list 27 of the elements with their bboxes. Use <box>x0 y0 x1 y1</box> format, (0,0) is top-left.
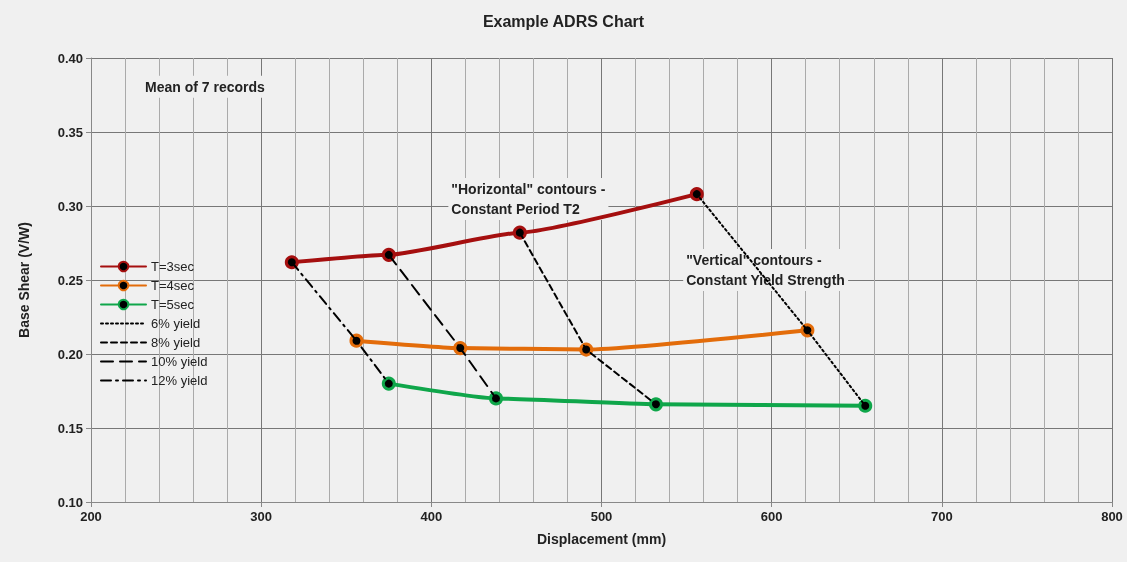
y-tick-label: 0.35 <box>57 124 83 140</box>
annotation: "Vertical" contours - Constant Yield Strength <box>686 251 845 288</box>
legend-label: T=4sec <box>151 278 195 293</box>
legend-label: 10% yield <box>151 354 208 369</box>
annotation: "Horizontal" contours - Constant Period T2 <box>451 180 606 217</box>
legend-label: 6% yield <box>151 316 201 331</box>
x-tick-label: 800 <box>1101 509 1123 524</box>
x-tick-label: 200 <box>80 509 102 524</box>
x-tick-label: 300 <box>250 509 273 524</box>
x-tick-label: 700 <box>930 509 953 524</box>
legend-label: 12% yield <box>151 373 208 388</box>
y-tick-label: 0.30 <box>57 198 83 214</box>
chart-title: Example ADRS Chart <box>482 12 645 30</box>
x-axis-title: Displacement (mm) <box>536 531 667 547</box>
y-axis-title: Base Shear (V/W) <box>16 222 32 338</box>
y-tick-label: 0.15 <box>57 420 83 436</box>
legend-label: 8% yield <box>151 335 201 350</box>
y-tick-label: 0.10 <box>57 494 83 510</box>
legend-label: T=3sec <box>151 259 195 274</box>
y-tick-label: 0.40 <box>57 50 83 66</box>
x-tick-label: 500 <box>590 509 613 524</box>
annotation: Mean of 7 records <box>145 78 266 95</box>
x-tick-label: 400 <box>420 509 443 524</box>
x-tick-label: 600 <box>760 509 783 524</box>
y-tick-label: 0.25 <box>57 272 83 288</box>
y-tick-label: 0.20 <box>57 346 83 362</box>
legend-label: T=5sec <box>151 297 195 312</box>
